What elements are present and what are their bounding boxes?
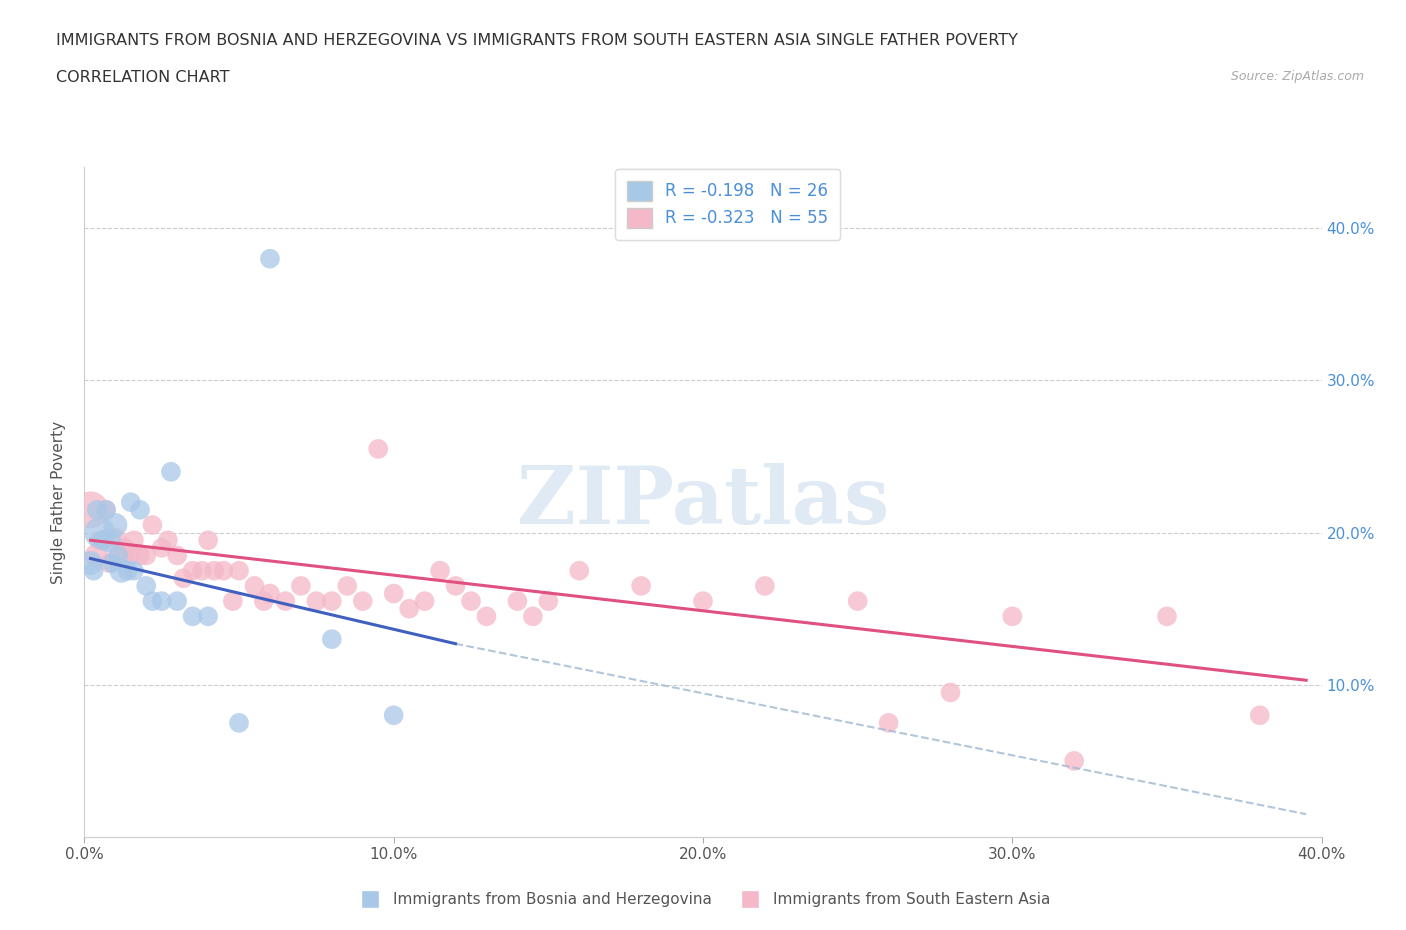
Point: [141, 518, 163, 533]
Point: [568, 564, 591, 578]
Point: [692, 593, 714, 608]
Legend: Immigrants from Bosnia and Herzegovina, Immigrants from South Eastern Asia: Immigrants from Bosnia and Herzegovina, …: [349, 886, 1057, 913]
Point: [94, 502, 117, 517]
Point: [135, 578, 157, 593]
Point: [117, 564, 139, 578]
Point: [79, 555, 101, 570]
Point: [253, 593, 276, 608]
Legend: R = -0.198   N = 26, R = -0.323   N = 55: R = -0.198 N = 26, R = -0.323 N = 55: [616, 169, 841, 240]
Point: [321, 631, 343, 646]
Point: [160, 464, 183, 479]
Y-axis label: Single Father Poverty: Single Father Poverty: [51, 420, 66, 584]
Point: [86, 502, 108, 517]
Point: [150, 593, 173, 608]
Point: [846, 593, 869, 608]
Point: [202, 564, 225, 578]
Point: [228, 715, 250, 730]
Point: [98, 533, 121, 548]
Point: [197, 609, 219, 624]
Point: [166, 548, 188, 563]
Point: [107, 548, 129, 563]
Point: [367, 442, 389, 457]
Point: [122, 564, 145, 578]
Point: [274, 593, 297, 608]
Point: [156, 533, 179, 548]
Point: [141, 593, 163, 608]
Point: [86, 548, 108, 563]
Point: [166, 593, 188, 608]
Point: [537, 593, 560, 608]
Point: [321, 593, 343, 608]
Point: [630, 578, 652, 593]
Point: [110, 564, 132, 578]
Point: [94, 502, 117, 517]
Point: [939, 685, 962, 700]
Point: [98, 555, 121, 570]
Point: [101, 555, 124, 570]
Point: [754, 578, 776, 593]
Point: [150, 540, 173, 555]
Point: [429, 564, 451, 578]
Point: [243, 578, 266, 593]
Point: [181, 564, 204, 578]
Point: [181, 609, 204, 624]
Point: [352, 593, 374, 608]
Point: [877, 715, 900, 730]
Point: [259, 586, 281, 601]
Point: [1001, 609, 1024, 624]
Point: [212, 564, 235, 578]
Point: [475, 609, 498, 624]
Point: [222, 593, 245, 608]
Point: [89, 533, 111, 548]
Point: [129, 548, 152, 563]
Point: [444, 578, 467, 593]
Point: [1156, 609, 1178, 624]
Text: CORRELATION CHART: CORRELATION CHART: [56, 70, 229, 85]
Point: [1063, 753, 1085, 768]
Point: [460, 593, 482, 608]
Text: IMMIGRANTS FROM BOSNIA AND HERZEGOVINA VS IMMIGRANTS FROM SOUTH EASTERN ASIA SIN: IMMIGRANTS FROM BOSNIA AND HERZEGOVINA V…: [56, 33, 1018, 47]
Point: [522, 609, 544, 624]
Point: [104, 533, 127, 548]
Point: [172, 571, 194, 586]
Point: [336, 578, 359, 593]
Point: [398, 602, 420, 617]
Point: [120, 548, 142, 563]
Point: [120, 495, 142, 510]
Point: [91, 533, 114, 548]
Point: [305, 593, 328, 608]
Point: [83, 564, 105, 578]
Point: [1249, 708, 1271, 723]
Point: [104, 518, 127, 533]
Point: [382, 708, 405, 723]
Point: [413, 593, 436, 608]
Point: [129, 502, 152, 517]
Point: [191, 564, 214, 578]
Point: [79, 502, 101, 517]
Point: [122, 533, 145, 548]
Point: [110, 548, 132, 563]
Point: [89, 525, 111, 540]
Point: [197, 533, 219, 548]
Point: [382, 586, 405, 601]
Point: [506, 593, 529, 608]
Point: [135, 548, 157, 563]
Text: ZIPatlas: ZIPatlas: [517, 463, 889, 541]
Point: [290, 578, 312, 593]
Text: Source: ZipAtlas.com: Source: ZipAtlas.com: [1230, 70, 1364, 83]
Point: [114, 540, 136, 555]
Point: [228, 564, 250, 578]
Point: [259, 251, 281, 266]
